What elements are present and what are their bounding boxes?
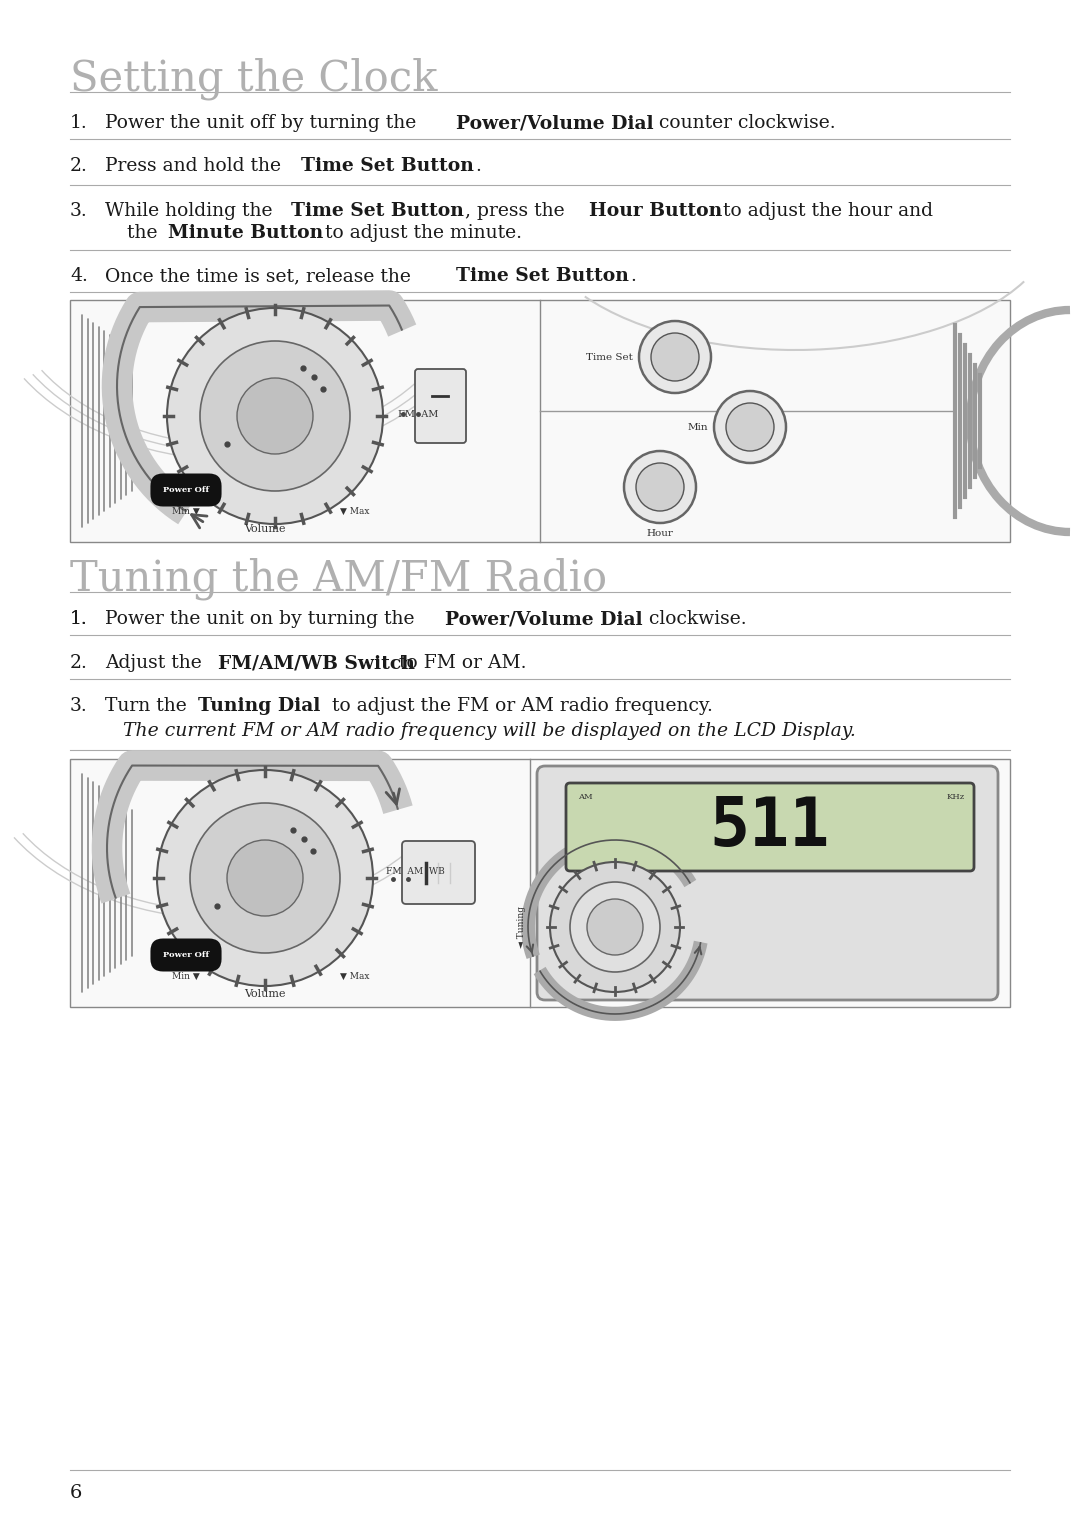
Circle shape bbox=[588, 899, 643, 954]
Circle shape bbox=[550, 863, 680, 993]
Circle shape bbox=[227, 840, 303, 916]
FancyBboxPatch shape bbox=[537, 766, 998, 1000]
Text: Min ▼: Min ▼ bbox=[172, 971, 200, 980]
Text: Adjust the: Adjust the bbox=[105, 654, 207, 673]
Text: Time Set Button: Time Set Button bbox=[301, 156, 474, 175]
Text: the: the bbox=[127, 224, 163, 242]
Text: AM: AM bbox=[578, 794, 593, 801]
Text: ▼ Max: ▼ Max bbox=[340, 971, 369, 980]
Text: KHz: KHz bbox=[947, 794, 966, 801]
Text: 511: 511 bbox=[710, 794, 831, 859]
Text: Time Set: Time Set bbox=[586, 352, 633, 362]
Circle shape bbox=[200, 342, 350, 490]
Text: , press the: , press the bbox=[465, 202, 570, 221]
Text: The current FM or AM radio frequency will be displayed on the LCD Display.: The current FM or AM radio frequency wil… bbox=[123, 722, 855, 740]
Text: .: . bbox=[475, 156, 482, 175]
Text: Once the time is set, release the: Once the time is set, release the bbox=[105, 267, 417, 285]
Text: Time Set Button: Time Set Button bbox=[291, 202, 463, 221]
FancyBboxPatch shape bbox=[415, 369, 465, 443]
Text: 3.: 3. bbox=[70, 697, 87, 715]
Text: While holding the: While holding the bbox=[105, 202, 279, 221]
Text: Power Off: Power Off bbox=[163, 951, 210, 959]
Circle shape bbox=[190, 803, 340, 953]
Text: Hour Button: Hour Button bbox=[589, 202, 723, 221]
Text: to adjust the minute.: to adjust the minute. bbox=[320, 224, 523, 242]
FancyBboxPatch shape bbox=[402, 841, 475, 904]
Circle shape bbox=[639, 322, 711, 394]
Text: 1.: 1. bbox=[70, 610, 87, 628]
Text: FM  AM: FM AM bbox=[399, 411, 438, 418]
Circle shape bbox=[726, 403, 774, 450]
Text: to FM or AM.: to FM or AM. bbox=[393, 654, 526, 673]
Text: Min: Min bbox=[687, 423, 708, 432]
Text: 2.: 2. bbox=[70, 156, 87, 175]
Text: Volume: Volume bbox=[244, 990, 286, 999]
Text: counter clockwise.: counter clockwise. bbox=[653, 113, 836, 132]
Text: Press and hold the: Press and hold the bbox=[105, 156, 287, 175]
Circle shape bbox=[157, 771, 373, 987]
Circle shape bbox=[570, 882, 660, 971]
Text: Power Off: Power Off bbox=[163, 486, 210, 493]
Text: Tuning the AM/FM Radio: Tuning the AM/FM Radio bbox=[70, 558, 607, 599]
Text: 4.: 4. bbox=[70, 267, 87, 285]
Text: .: . bbox=[630, 267, 636, 285]
Text: Turn the: Turn the bbox=[105, 697, 192, 715]
Text: to adjust the hour and: to adjust the hour and bbox=[717, 202, 933, 221]
Text: FM/AM/WB Switch: FM/AM/WB Switch bbox=[218, 654, 416, 673]
Text: Minute Button: Minute Button bbox=[168, 224, 324, 242]
Text: to adjust the FM or AM radio frequency.: to adjust the FM or AM radio frequency. bbox=[326, 697, 713, 715]
Text: Power/Volume Dial: Power/Volume Dial bbox=[456, 113, 653, 132]
Text: Tuning Dial: Tuning Dial bbox=[198, 697, 320, 715]
Text: 2.: 2. bbox=[70, 654, 87, 673]
Text: Time Set Button: Time Set Button bbox=[456, 267, 629, 285]
FancyBboxPatch shape bbox=[70, 758, 1010, 1007]
Circle shape bbox=[237, 378, 313, 453]
Text: Setting the Clock: Setting the Clock bbox=[70, 57, 437, 100]
Text: 1.: 1. bbox=[70, 113, 87, 132]
Circle shape bbox=[167, 308, 383, 524]
Text: FM  AM  WB: FM AM WB bbox=[386, 867, 445, 876]
FancyBboxPatch shape bbox=[566, 783, 974, 872]
Text: Volume: Volume bbox=[244, 524, 286, 535]
Circle shape bbox=[651, 332, 699, 381]
Text: Hour: Hour bbox=[647, 529, 674, 538]
Text: Power the unit off by turning the: Power the unit off by turning the bbox=[105, 113, 422, 132]
Circle shape bbox=[624, 450, 696, 522]
Text: Min ▼: Min ▼ bbox=[172, 507, 200, 516]
Text: 1.: 1. bbox=[70, 610, 87, 628]
Circle shape bbox=[636, 463, 684, 512]
Circle shape bbox=[714, 391, 786, 463]
Text: ◄ Tuning: ◄ Tuning bbox=[517, 905, 527, 948]
Text: 3.: 3. bbox=[70, 202, 87, 221]
Text: Power/Volume Dial: Power/Volume Dial bbox=[445, 610, 643, 628]
Text: 6: 6 bbox=[70, 1485, 82, 1501]
FancyBboxPatch shape bbox=[70, 300, 1010, 542]
Text: Power the unit on by turning the: Power the unit on by turning the bbox=[105, 610, 420, 628]
Text: clockwise.: clockwise. bbox=[643, 610, 746, 628]
Text: ▼ Max: ▼ Max bbox=[340, 507, 369, 516]
